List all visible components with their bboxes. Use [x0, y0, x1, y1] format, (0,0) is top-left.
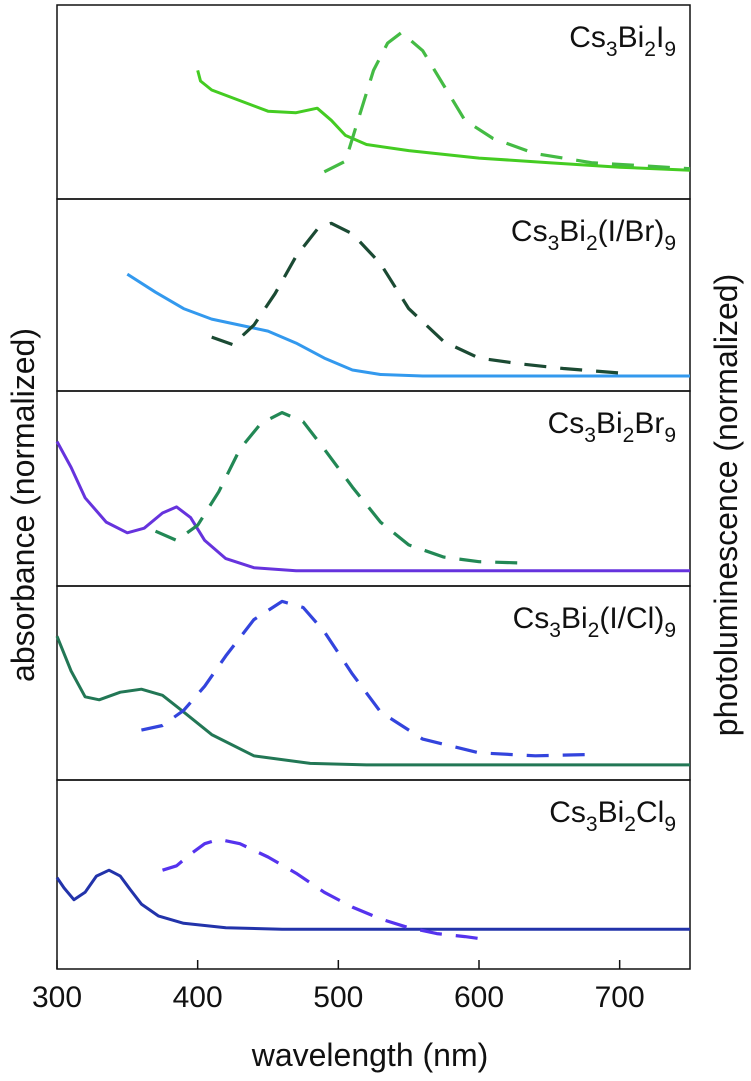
label-subscript: 2 [624, 813, 636, 836]
photoluminescence-line [323, 30, 691, 174]
panel-frame [56, 779, 691, 970]
panel-4: Cs3Bi2(I/Cl)9 [55, 585, 691, 781]
panel-frame [56, 585, 691, 781]
y-axis-title-right: photoluminescence (normalized) [708, 274, 744, 736]
panel-label: Cs3Bi2I9 [569, 21, 676, 61]
label-text: Bi [596, 407, 623, 440]
label-subscript: 3 [549, 619, 561, 642]
panel-3: Cs3Bi2Br9 [55, 390, 691, 587]
absorbance-line [55, 440, 690, 573]
label-subscript: 9 [664, 813, 676, 836]
label-text: I [656, 21, 664, 54]
photoluminescence-line [162, 837, 487, 942]
label-subscript: 3 [584, 424, 596, 447]
photoluminescence-line [154, 411, 529, 565]
label-text: Cs [513, 602, 550, 635]
label-text: (I/Br) [598, 215, 665, 248]
label-subscript: 3 [586, 813, 598, 836]
label-subscript: 3 [548, 232, 560, 255]
label-subscript: 2 [623, 424, 635, 447]
label-text: Cs [511, 215, 548, 248]
y-axis-title-left: absorbance (normalized) [5, 328, 41, 682]
absorbance-line [126, 272, 690, 378]
panel-5: Cs3Bi2Cl9 [55, 779, 691, 970]
x-tick-label: 400 [173, 981, 223, 1014]
panel-label: Cs3Bi2(I/Cl)9 [513, 602, 676, 642]
label-text: Bi [559, 215, 586, 248]
photoluminescence-line [141, 599, 599, 758]
absorbance-line [196, 70, 691, 172]
label-subscript: 9 [664, 38, 676, 61]
x-tick-label: 300 [32, 981, 82, 1014]
label-text: (I/Cl) [599, 602, 664, 635]
absorbance-line [55, 868, 690, 931]
x-axis-ticks: 300 400 500 600 700 [32, 960, 645, 1014]
label-text: Br [634, 407, 664, 440]
label-text: Cs [569, 21, 606, 54]
x-tick-label: 700 [595, 981, 645, 1014]
panels-group: Cs3Bi2I9Cs3Bi2(I/Br)9Cs3Bi2Br9Cs3Bi2(I/C… [55, 4, 691, 970]
label-text: Bi [561, 602, 588, 635]
panel-1: Cs3Bi2I9 [56, 4, 691, 200]
x-axis-title: wavelength (nm) [251, 1037, 489, 1073]
x-tick-label: 500 [313, 981, 363, 1014]
panel-label: Cs3Bi2Cl9 [549, 796, 676, 836]
label-text: Bi [618, 21, 645, 54]
label-subscript: 3 [606, 38, 618, 61]
label-subscript: 9 [664, 232, 676, 255]
label-text: Cl [636, 796, 664, 829]
absorbance-line [55, 635, 690, 767]
panel-frame [56, 198, 691, 392]
label-subscript: 9 [664, 619, 676, 642]
label-subscript: 2 [586, 232, 598, 255]
photoluminescence-line [211, 221, 620, 375]
label-subscript: 2 [644, 38, 656, 61]
panel-label: Cs3Bi2(I/Br)9 [511, 215, 676, 255]
label-text: Cs [549, 796, 586, 829]
label-subscript: 2 [588, 619, 600, 642]
panel-label: Cs3Bi2Br9 [548, 407, 676, 447]
panel-2: Cs3Bi2(I/Br)9 [56, 198, 691, 392]
label-text: Cs [548, 407, 585, 440]
label-subscript: 9 [664, 424, 676, 447]
label-text: Bi [598, 796, 625, 829]
x-tick-label: 600 [454, 981, 504, 1014]
